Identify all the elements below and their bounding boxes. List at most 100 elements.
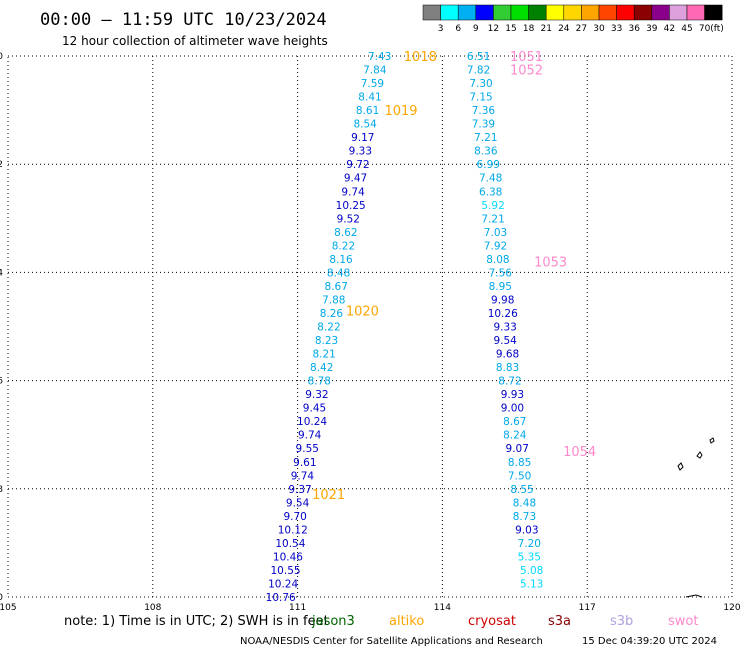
pass-number-label: 1021: [312, 488, 345, 503]
pass-number-label: 1052: [510, 64, 543, 79]
grid-lines: [8, 56, 732, 597]
y-tick-label: -14: [0, 268, 3, 278]
swh-value-label: 10.55: [271, 565, 301, 577]
swh-value-label: 8.08: [486, 254, 509, 266]
swh-value-label: 8.21: [312, 349, 335, 361]
swh-value-label: 9.72: [346, 159, 369, 171]
colorbar-label: 6: [455, 24, 461, 34]
swh-value-label: 9.03: [515, 524, 538, 536]
swh-value-label: 10.54: [275, 538, 305, 550]
y-tick-label: -20: [0, 593, 3, 603]
swh-value-label: 8.16: [329, 254, 353, 266]
swh-value-label: 7.36: [472, 105, 496, 117]
colorbar-label: 30: [593, 24, 605, 34]
swh-value-label: 9.47: [344, 173, 367, 185]
colorbar-label: 21: [540, 24, 551, 34]
colorbar-swatch: [475, 4, 494, 21]
swh-value-label: 7.50: [508, 470, 531, 482]
wave-height-tracks: 7.437.847.598.418.618.549.179.339.729.47…: [266, 50, 596, 604]
swh-value-label: 10.12: [278, 524, 308, 536]
colorbar-label: 24: [558, 24, 570, 34]
swh-value-label: 5.08: [520, 565, 543, 577]
swh-value-label: 7.56: [489, 267, 513, 279]
swh-value-label: 7.92: [484, 240, 507, 252]
color-scale-legend: 3 6 9 12 15 18 21 24 27 30 33 36 39 42 45 70 (ft): [422, 4, 724, 34]
y-tick-label: -16: [0, 377, 3, 387]
swh-value-label: 8.22: [332, 240, 355, 252]
track-swot: 6.517.827.307.157.367.397.218.366.997.48…: [467, 50, 596, 590]
generation-timestamp: 15 Dec 04:39:20 UTC 2024: [582, 636, 717, 647]
island-shape: [696, 451, 703, 459]
swh-value-label: 6.99: [477, 159, 500, 171]
swh-value-label: 9.07: [506, 443, 529, 455]
swh-value-label: 9.74: [298, 430, 322, 442]
island-shape: [709, 437, 715, 444]
swh-value-label: 9.17: [351, 132, 374, 144]
swh-value-label: 8.23: [315, 335, 338, 347]
swh-value-label: 10.76: [266, 592, 296, 604]
colorbar-swatch: [669, 4, 688, 21]
swh-value-label: 8.72: [498, 376, 521, 388]
swh-value-label: 9.33: [349, 146, 372, 158]
swh-value-label: 8.41: [358, 92, 381, 104]
swh-value-label: 9.32: [305, 389, 328, 401]
y-tick-label: -12: [0, 160, 3, 170]
colorbar-swatch: [651, 4, 670, 21]
x-tick-label: 111: [289, 603, 306, 613]
coastline-islands: [677, 437, 715, 598]
swh-value-label: 7.59: [361, 78, 384, 90]
swh-value-label: 9.33: [493, 322, 516, 334]
swh-value-label: 8.83: [496, 362, 519, 374]
colorbar-label: 27: [576, 24, 587, 34]
swh-value-label: 7.20: [518, 538, 541, 550]
swh-value-label: 9.70: [283, 511, 306, 523]
swh-value-label: 9.37: [288, 484, 311, 496]
satellite-legend-s3b: s3b: [610, 614, 633, 629]
swh-value-label: 8.55: [510, 484, 533, 496]
swh-value-label: 6.38: [479, 186, 502, 198]
swh-value-label: 8.78: [308, 376, 331, 388]
colorbar-unit: (ft): [710, 24, 724, 34]
colorbar-label: 39: [646, 24, 658, 34]
x-tick-label: 114: [434, 603, 451, 613]
colorbar-label: 15: [505, 24, 516, 34]
swh-value-label: 8.48: [327, 267, 350, 279]
swh-value-label: 5.13: [520, 578, 543, 590]
colorbar-label: 70: [699, 24, 711, 34]
x-tick-label: 108: [144, 603, 161, 613]
swh-value-label: 9.45: [303, 403, 326, 415]
swh-value-label: 7.03: [484, 227, 507, 239]
swh-value-label: 9.54: [493, 335, 517, 347]
swh-value-label: 10.25: [336, 200, 366, 212]
swh-value-label: 8.48: [513, 497, 536, 509]
swh-value-label: 9.55: [296, 443, 319, 455]
swh-value-label: 8.24: [503, 430, 527, 442]
colorbar-label: 33: [611, 24, 622, 34]
axis-ticks: 105 108 111 114 117 120 -10 -12 -14 -16 -18 -20: [0, 52, 740, 613]
satellite-legend-cryosat: cryosat: [468, 614, 516, 629]
colorbar-swatch: [598, 4, 617, 21]
swh-value-label: 7.21: [481, 213, 504, 225]
footer-note: note: 1) Time is in UTC; 2) SWH is in fe…: [64, 614, 329, 629]
y-tick-label: -18: [0, 485, 3, 495]
colorbar-swatch: [493, 4, 512, 21]
swh-value-label: 10.24: [297, 416, 327, 428]
satellite-legend: jason3 altiko cryosat s3a s3b swot: [311, 614, 698, 629]
credit-line: NOAA/NESDIS Center for Satellite Applica…: [240, 636, 543, 647]
swh-value-label: 7.21: [474, 132, 497, 144]
swh-value-label: 9.74: [291, 470, 315, 482]
colorbar-swatch: [422, 4, 441, 21]
pass-number-label: 1020: [346, 304, 379, 319]
pass-number-label: 1054: [563, 445, 596, 460]
colorbar-swatch: [633, 4, 653, 21]
swh-value-label: 8.61: [356, 105, 379, 117]
x-tick-label: 105: [0, 603, 17, 613]
colorbar-swatch: [440, 4, 459, 21]
colorbar-swatch: [616, 4, 635, 21]
colorbar-swatch: [563, 4, 582, 21]
swh-value-label: 7.48: [479, 173, 502, 185]
colorbar-swatch: [528, 4, 547, 21]
swh-value-label: 7.15: [469, 92, 492, 104]
swh-value-label: 9.74: [341, 186, 365, 198]
